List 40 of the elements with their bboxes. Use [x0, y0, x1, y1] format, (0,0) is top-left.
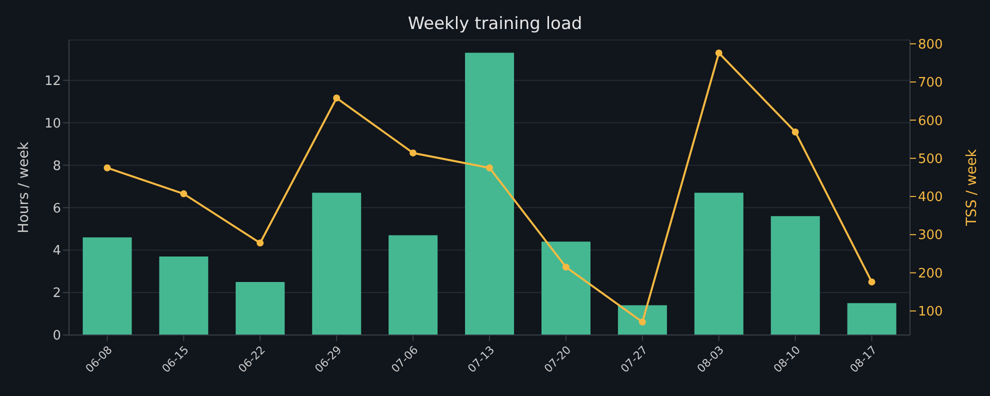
- y2-tick-label: 300: [918, 228, 943, 244]
- bar: [82, 237, 132, 335]
- y2-tick-label: 700: [918, 76, 943, 91]
- point: [333, 94, 340, 102]
- y-tick-label: 4: [52, 244, 61, 259]
- bar: [388, 235, 438, 335]
- bar: [541, 242, 590, 335]
- point: [104, 164, 111, 172]
- y-tick-label: 8: [52, 158, 61, 174]
- point: [562, 264, 570, 271]
- y2-tick-label: 200: [918, 266, 943, 282]
- y2-tick-label: 500: [918, 152, 943, 167]
- point: [715, 49, 722, 56]
- y-tick-label: 0: [52, 328, 61, 344]
- bar: [847, 303, 896, 335]
- point: [410, 149, 417, 156]
- bar: [465, 52, 514, 335]
- bar: [159, 256, 208, 335]
- point: [792, 128, 799, 136]
- bar: [312, 192, 362, 335]
- y2-tick-label: 100: [918, 304, 943, 320]
- y-tick-label: 10: [44, 116, 61, 132]
- y-tick-label: 6: [52, 201, 61, 216]
- y-tick-label: 2: [52, 286, 61, 302]
- point: [868, 278, 876, 286]
- point: [486, 164, 493, 172]
- point: [180, 190, 188, 198]
- bar: [236, 282, 285, 335]
- y-tick-label: 12: [44, 74, 61, 89]
- point: [638, 318, 646, 326]
- y2-tick-label: 800: [918, 37, 943, 52]
- y2-tick-label: 400: [918, 190, 943, 206]
- bar: [770, 216, 820, 335]
- bar: [694, 192, 744, 335]
- y2-tick-label: 600: [918, 114, 943, 129]
- y-axis-title: Hours / week: [16, 140, 32, 234]
- point: [256, 240, 264, 247]
- chart-title: Weekly training load: [406, 14, 584, 34]
- bar: [618, 305, 667, 335]
- y2-axis-title: TSS / week: [964, 148, 980, 227]
